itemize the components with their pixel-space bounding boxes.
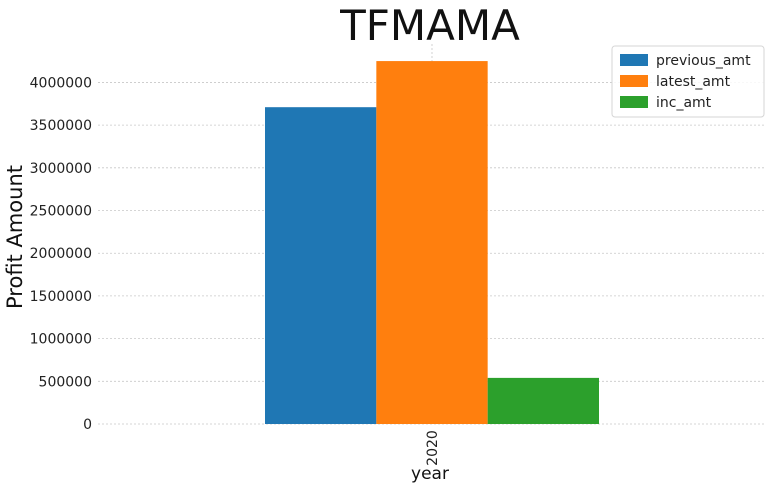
legend-swatch-inc_amt xyxy=(620,96,648,108)
y-tick-label: 500000 xyxy=(39,374,92,390)
legend: previous_amt latest_amt inc_amt xyxy=(611,45,765,118)
bars xyxy=(265,61,599,425)
y-tick-label: 3500000 xyxy=(30,118,92,134)
legend-box xyxy=(611,45,765,118)
x-tick-labels: 2020 xyxy=(425,430,441,466)
y-tick-labels: 0 500000 1000000 1500000 2000000 2500000 30000… xyxy=(30,75,92,433)
y-tick-label: 2000000 xyxy=(30,246,92,262)
chart-title: TFMAMA xyxy=(339,1,520,50)
y-tick-label: 1000000 xyxy=(30,332,92,348)
legend-label-latest_amt: latest_amt xyxy=(656,74,731,90)
y-tick-label: 3000000 xyxy=(30,161,92,177)
legend-swatch-latest_amt xyxy=(620,75,648,87)
y-tick-label: 1500000 xyxy=(30,289,92,305)
legend-label-previous_amt: previous_amt xyxy=(656,53,751,69)
bar-latest_amt xyxy=(376,61,488,425)
legend-swatch-previous_amt xyxy=(620,54,648,66)
bar-inc_amt xyxy=(487,377,599,424)
y-axis-label: Profit Amount xyxy=(3,165,27,309)
y-tick-label: 2500000 xyxy=(30,204,92,220)
x-axis-label: year xyxy=(411,464,449,484)
y-tick-label: 4000000 xyxy=(30,75,92,91)
bar-previous_amt xyxy=(265,107,377,424)
legend-label-inc_amt: inc_amt xyxy=(656,95,712,111)
x-tick-label: 2020 xyxy=(425,430,441,466)
y-tick-label: 0 xyxy=(83,417,92,433)
